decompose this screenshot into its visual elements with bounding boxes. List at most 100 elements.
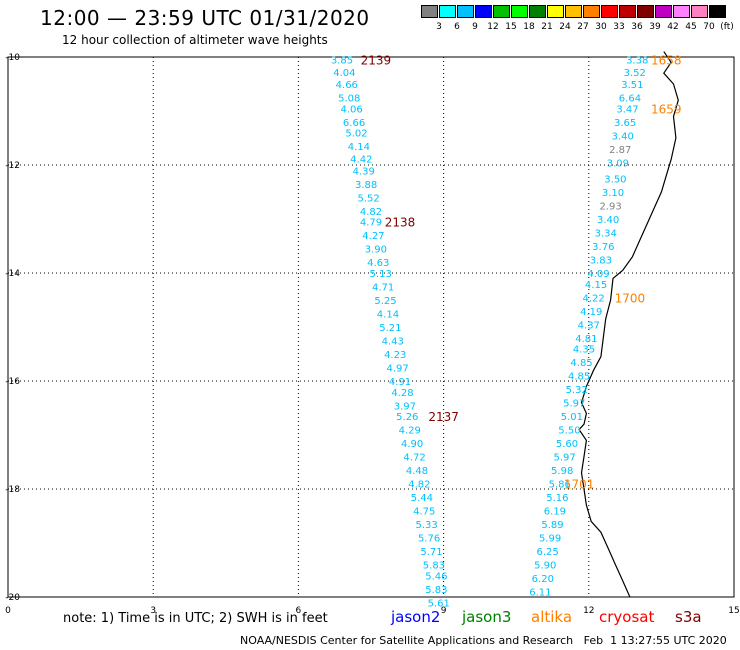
- legend-jason3: jason3: [462, 608, 512, 626]
- y-tick-label: -10: [5, 53, 20, 63]
- colorbar-label: 3: [436, 22, 442, 32]
- colorbar-swatch: [655, 5, 672, 18]
- wave-height-label: 5.13: [370, 269, 392, 280]
- colorbar-label: 18: [523, 22, 535, 32]
- colorbar-swatch: [709, 5, 726, 18]
- colorbar-swatch: [493, 5, 510, 18]
- colorbar-label: 27: [577, 22, 589, 32]
- colorbar-swatch: [457, 5, 474, 18]
- wave-height-colorbar: 3 6 9 12 15 18 21 24 27 30 33 36 39 42 45 70 (ft): [421, 5, 734, 32]
- wave-height-label: 5.60: [556, 439, 578, 450]
- wave-height-label: 3.51: [621, 80, 643, 91]
- wave-height-label: 5.98: [551, 466, 573, 477]
- y-tick-label: -12: [5, 161, 20, 171]
- time-label: 2137: [428, 410, 459, 424]
- colorbar-label: 30: [595, 22, 607, 32]
- wave-height-label: 5.99: [539, 534, 561, 545]
- colorbar-swatch: [475, 5, 492, 18]
- colorbar-swatch: [673, 5, 690, 18]
- wave-height-label: 3.76: [592, 242, 614, 253]
- x-tick-label: 6: [296, 606, 302, 616]
- wave-height-label: 5.02: [345, 129, 367, 140]
- y-tick-label: -14: [5, 269, 20, 279]
- legend-cryosat: cryosat: [599, 608, 655, 626]
- wave-height-label: 4.19: [580, 307, 602, 318]
- wave-height-label: 5.83: [425, 585, 447, 596]
- colorbar-swatch: [547, 5, 564, 18]
- colorbar-label: 42: [667, 22, 679, 32]
- legend-jason2: jason2: [391, 608, 441, 626]
- colorbar-swatch: [583, 5, 600, 18]
- wave-height-label: 4.43: [382, 337, 404, 348]
- wave-height-label: 4.97: [386, 364, 408, 375]
- wave-height-label: 4.82: [408, 480, 430, 491]
- wave-height-label: 3.88: [355, 180, 377, 191]
- x-tick-label: 3: [150, 606, 156, 616]
- wave-height-label: 3.34: [595, 229, 617, 240]
- wave-height-label: 4.82: [360, 207, 382, 218]
- wave-height-label: 4.09: [587, 269, 609, 280]
- wave-height-label: 3.52: [624, 68, 646, 79]
- wave-height-label: 3.10: [602, 188, 624, 199]
- wave-height-label: 4.85: [570, 358, 592, 369]
- wave-height-label: 3.97: [394, 401, 416, 412]
- legend-altika: altika: [531, 608, 573, 626]
- colorbar-swatch: [565, 5, 582, 18]
- wave-height-label: 5.52: [357, 193, 379, 204]
- colorbar-swatch: [637, 5, 654, 18]
- wave-height-label: 5.89: [541, 520, 563, 531]
- wave-height-label: 6.20: [532, 574, 554, 585]
- colorbar-swatch: [439, 5, 456, 18]
- colorbar-label: 6: [454, 22, 460, 32]
- wave-height-label: 5.76: [418, 534, 440, 545]
- wave-height-label: 4.14: [377, 310, 399, 321]
- x-tick-label: 9: [441, 606, 447, 616]
- wave-height-label: 5.01: [561, 412, 583, 423]
- wave-height-label: 3.65: [614, 118, 636, 129]
- wave-height-label: 5.97: [563, 399, 585, 410]
- wave-height-label: 3.50: [604, 175, 626, 186]
- colorbar-swatch: [529, 5, 546, 18]
- y-tick-label: -18: [5, 485, 20, 495]
- wave-height-label: 5.16: [546, 493, 568, 504]
- wave-height-label: 4.81: [575, 334, 597, 345]
- colorbar-label: (ft): [720, 22, 734, 32]
- time-label: 2138: [385, 216, 416, 230]
- colorbar-label: 33: [613, 22, 625, 32]
- wave-height-label: 5.61: [428, 598, 450, 609]
- colorbar-label: 15: [505, 22, 517, 32]
- colorbar-swatch: [691, 5, 708, 18]
- time-label: 1659: [651, 102, 682, 116]
- wave-height-label: 5.86: [549, 480, 571, 491]
- wave-height-label: 4.22: [583, 293, 605, 304]
- wave-height-label: 4.63: [367, 258, 389, 269]
- wave-height-label: 4.66: [336, 80, 358, 91]
- wave-height-label: 2.93: [599, 202, 621, 213]
- x-tick-label: 15: [728, 606, 739, 616]
- colorbar-swatch: [511, 5, 528, 18]
- wave-height-label: 4.35: [573, 345, 595, 356]
- wave-height-label: 5.26: [396, 412, 418, 423]
- wave-height-label: 6.25: [537, 547, 559, 558]
- wave-height-label: 4.06: [341, 104, 363, 115]
- colorbar-label: 36: [631, 22, 643, 32]
- colorbar-label: 24: [559, 22, 571, 32]
- wave-height-label: 6.64: [619, 94, 641, 105]
- wave-height-label: 4.71: [372, 283, 394, 294]
- wave-height-label: 6.11: [529, 588, 551, 599]
- colorbar-label: 9: [472, 22, 478, 32]
- x-tick-label: 0: [5, 606, 11, 616]
- wave-height-label: 5.33: [416, 520, 438, 531]
- wave-height-label: 4.37: [578, 320, 600, 331]
- coastline: [578, 51, 679, 598]
- wave-height-label: 4.27: [362, 231, 384, 242]
- wave-height-label: 4.04: [333, 68, 355, 79]
- wave-height-label: 5.46: [425, 571, 447, 582]
- wave-height-label: 4.15: [585, 280, 607, 291]
- wave-height-label: 4.39: [353, 166, 375, 177]
- wave-height-label: 5.83: [423, 561, 445, 572]
- wave-height-label: 4.28: [391, 388, 413, 399]
- wave-height-label: 5.90: [534, 561, 556, 572]
- wave-height-label: 4.79: [360, 218, 382, 229]
